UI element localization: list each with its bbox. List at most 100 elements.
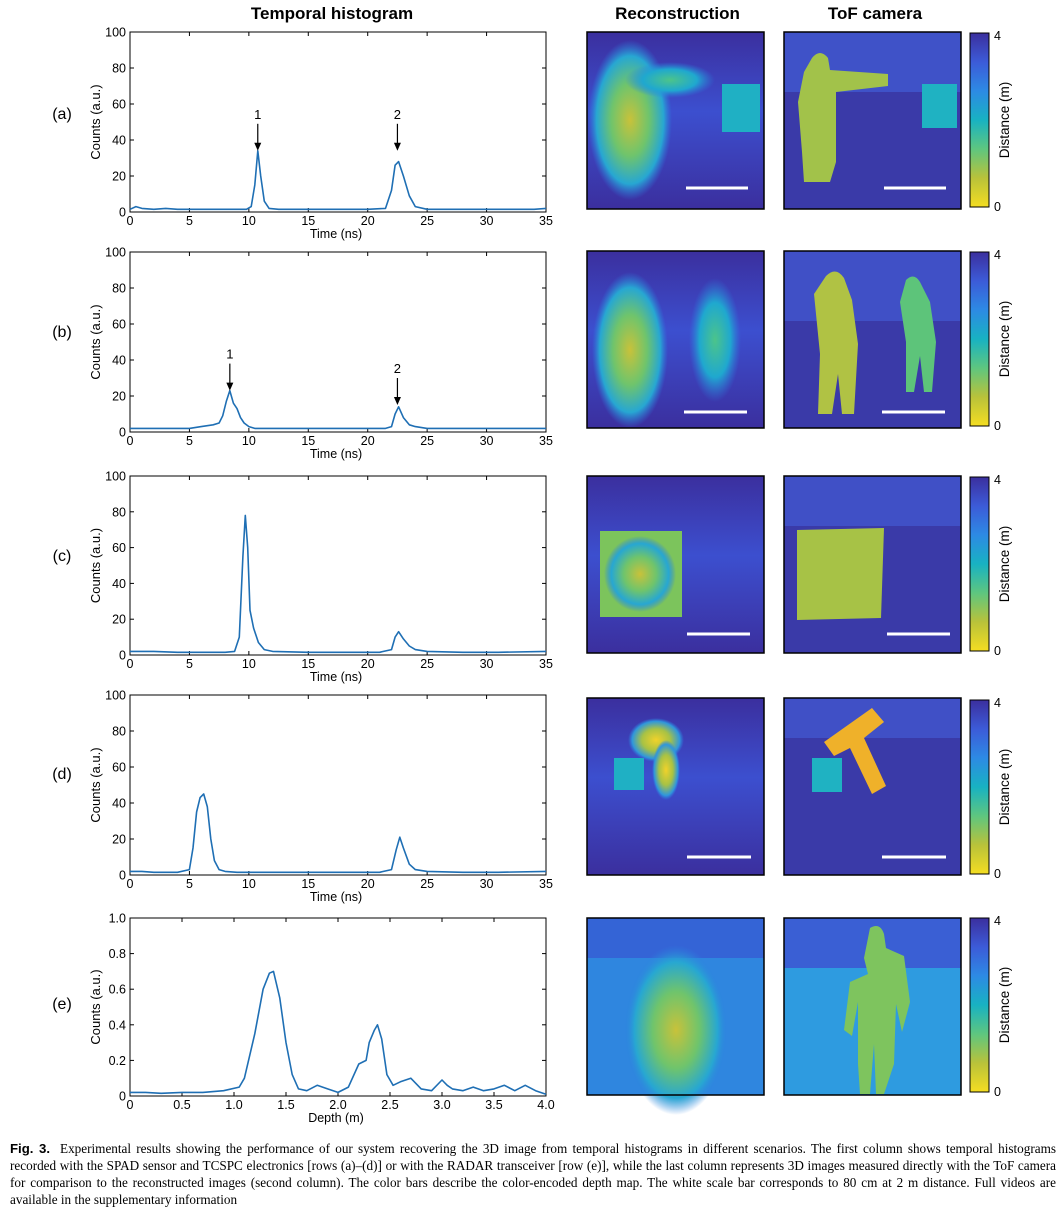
peak-label: 1 — [226, 347, 233, 362]
x-tick-label: 35 — [539, 434, 553, 448]
x-tick-label: 30 — [480, 434, 494, 448]
y-tick-label: 0 — [119, 426, 126, 440]
y-tick-label: 40 — [112, 797, 126, 811]
y-tick-label: 60 — [112, 761, 126, 775]
y-tick-label: 100 — [105, 26, 126, 40]
colorbar-max-label: 4 — [994, 914, 1001, 928]
x-tick-label: 10 — [242, 877, 256, 891]
x-tick-label: 3.5 — [485, 1098, 502, 1112]
plot-frame — [129, 917, 547, 1097]
tof-image-d — [783, 697, 962, 876]
colorbar-5: 4 0 Distance (m) — [969, 914, 1012, 1099]
y-tick-label: 80 — [112, 62, 126, 76]
x-tick-label: 5 — [186, 214, 193, 228]
x-axis-label: Time (ns) — [310, 890, 362, 904]
colorbar-max-label: 4 — [994, 248, 1001, 262]
colorbar-gradient — [969, 251, 990, 427]
x-tick-label: 20 — [361, 214, 375, 228]
x-tick-label: 25 — [420, 657, 434, 671]
x-tick-label: 20 — [361, 657, 375, 671]
y-tick-label: 80 — [112, 282, 126, 296]
row-label: (e) — [52, 996, 72, 1013]
y-tick-label: 1.0 — [109, 912, 126, 926]
x-tick-label: 2.5 — [381, 1098, 398, 1112]
x-tick-label: 25 — [420, 877, 434, 891]
reconstruction-image-b — [586, 250, 765, 429]
x-tick-label: 2.0 — [329, 1098, 346, 1112]
tof-image-a — [783, 31, 962, 210]
y-tick-label: 40 — [112, 354, 126, 368]
y-tick-label: 0.6 — [109, 983, 126, 997]
x-tick-label: 0 — [127, 657, 134, 671]
row-label: (a) — [52, 106, 72, 123]
x-axis-label: Depth (m) — [308, 1111, 364, 1125]
tof-image-c — [783, 475, 962, 654]
x-tick-label: 1.0 — [225, 1098, 242, 1112]
y-tick-label: 0 — [119, 1090, 126, 1104]
x-axis-label: Time (ns) — [310, 227, 362, 241]
y-tick-label: 0 — [119, 206, 126, 220]
y-tick-label: 60 — [112, 98, 126, 112]
x-tick-label: 15 — [301, 877, 315, 891]
tof-image-b — [783, 250, 962, 429]
peak-label: 2 — [394, 107, 401, 122]
y-tick-label: 20 — [112, 390, 126, 404]
colorbar-axis-label: Distance (m) — [997, 526, 1012, 603]
plot-frame — [129, 475, 547, 656]
x-tick-label: 0.5 — [173, 1098, 190, 1112]
plot-frame — [129, 251, 547, 433]
histogram-plot-3: 0 5 10 15 20 25 30 35 0 20 40 60 80 100 Time (ns) Count… — [53, 470, 553, 685]
y-axis-label: Counts (a.u.) — [88, 969, 103, 1044]
reconstruction-image-e — [586, 917, 765, 1115]
colorbar-gradient — [969, 699, 990, 875]
plot-frame — [129, 31, 547, 213]
x-tick-label: 30 — [480, 657, 494, 671]
x-tick-label: 5 — [186, 434, 193, 448]
y-tick-label: 80 — [112, 725, 126, 739]
x-tick-label: 1.5 — [277, 1098, 294, 1112]
series-line — [129, 150, 547, 211]
caption-text: Experimental results showing the perform… — [10, 1141, 1056, 1207]
y-tick-label: 0.2 — [109, 1054, 126, 1068]
histogram-plot-2: 0 5 10 15 20 25 30 35 0 20 40 60 80 100 Time (ns) Count… — [52, 246, 553, 462]
x-tick-label: 20 — [361, 877, 375, 891]
x-tick-label: 25 — [420, 434, 434, 448]
y-tick-label: 100 — [105, 689, 126, 703]
x-tick-label: 25 — [420, 214, 434, 228]
colorbar-1: 4 0 Distance (m) — [969, 29, 1012, 214]
x-tick-label: 10 — [242, 657, 256, 671]
x-tick-label: 4.0 — [537, 1098, 554, 1112]
y-tick-label: 60 — [112, 541, 126, 555]
colorbar-max-label: 4 — [994, 29, 1001, 43]
x-tick-label: 0 — [127, 214, 134, 228]
colorbar-2: 4 0 Distance (m) — [969, 248, 1012, 433]
x-tick-label: 30 — [480, 877, 494, 891]
x-tick-label: 35 — [539, 657, 553, 671]
series-line — [130, 970, 547, 1095]
y-axis-label: Counts (a.u.) — [88, 528, 103, 603]
y-tick-label: 100 — [105, 470, 126, 484]
y-tick-label: 60 — [112, 318, 126, 332]
colorbar-min-label: 0 — [994, 644, 1001, 658]
colorbar-axis-label: Distance (m) — [997, 82, 1012, 159]
y-tick-label: 0 — [119, 869, 126, 883]
histogram-plot-5: 0 0.5 1.0 1.5 2.0 2.5 3.0 3.5 4.0 0 0.2 0.4 0.6 0.8 1.… — [52, 912, 555, 1126]
x-tick-label: 5 — [186, 877, 193, 891]
y-tick-label: 100 — [105, 246, 126, 260]
x-axis-label: Time (ns) — [310, 447, 362, 461]
histogram-plot-4: 0 5 10 15 20 25 30 35 0 20 40 60 80 100 Time (ns) Count… — [52, 689, 553, 905]
colorbar-min-label: 0 — [994, 419, 1001, 433]
colorbar-3: 4 0 Distance (m) — [969, 473, 1012, 658]
x-tick-label: 15 — [301, 214, 315, 228]
colorbar-min-label: 0 — [994, 200, 1001, 214]
x-tick-label: 0 — [127, 434, 134, 448]
colorbar-axis-label: Distance (m) — [997, 749, 1012, 826]
colorbar-axis-label: Distance (m) — [997, 301, 1012, 378]
figure-label: Fig. 3. — [10, 1141, 51, 1156]
reconstruction-image-c — [586, 475, 765, 654]
y-tick-label: 20 — [112, 170, 126, 184]
colorbar-gradient — [969, 32, 990, 208]
x-tick-label: 3.0 — [433, 1098, 450, 1112]
histogram-column-title: Temporal histogram — [250, 4, 414, 23]
